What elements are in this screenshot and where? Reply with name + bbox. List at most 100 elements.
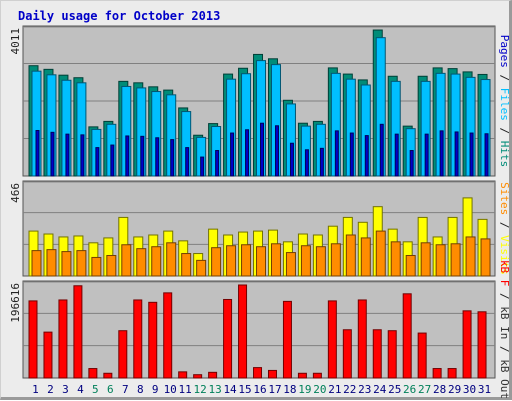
x-tick-label: 24 — [373, 383, 387, 396]
bar-kb-f — [447, 368, 457, 379]
bar-kb-f — [223, 298, 233, 379]
legend-entry: kB F — [498, 260, 511, 287]
bar-sites — [196, 259, 207, 277]
x-tick-label: 11 — [179, 383, 192, 396]
bar-sites — [420, 242, 431, 277]
bar-sites — [91, 256, 102, 277]
legend-entry: Sites — [498, 182, 511, 215]
x-tick-label: 19 — [298, 383, 311, 396]
bar-sites — [300, 245, 311, 277]
bar-sites — [285, 252, 296, 277]
bar-sites — [390, 241, 401, 277]
right-legend-label: kB F / kB In / kB Out — [498, 260, 511, 399]
bar-sites — [330, 243, 341, 277]
x-tick-label: 26 — [403, 383, 416, 396]
bar-kb-f — [387, 330, 397, 379]
x-tick-label: 2 — [47, 383, 54, 396]
bar-sites — [46, 249, 57, 277]
bar-sites — [61, 251, 72, 277]
x-tick-label: 10 — [164, 383, 177, 396]
bar-pages — [50, 131, 55, 177]
legend-separator: / — [498, 215, 511, 235]
bar-kb-f — [462, 310, 472, 379]
bar-pages — [35, 130, 40, 177]
bar-pages — [484, 133, 489, 177]
x-tick-label: 4 — [77, 383, 84, 396]
bar-sites — [360, 237, 371, 277]
legend-entry: Visits — [498, 235, 511, 275]
bar-kb-f — [133, 299, 143, 379]
bar-sites — [136, 248, 147, 277]
bar-pages — [80, 134, 85, 177]
bar-kb-f — [208, 371, 218, 379]
bar-sites — [375, 230, 386, 277]
bar-sites — [121, 244, 132, 277]
bar-kb-f — [312, 372, 322, 379]
right-legend-label: Sites / Visits — [498, 182, 511, 275]
bar-pages — [65, 133, 70, 177]
y-max-label: 196616 — [9, 283, 22, 323]
x-tick-label: 6 — [107, 383, 114, 396]
bar-pages — [394, 133, 399, 177]
bar-pages — [200, 156, 205, 177]
bar-sites — [211, 247, 222, 277]
bar-kb-f — [297, 372, 307, 379]
bar-pages — [230, 132, 235, 177]
bar-sites — [31, 250, 42, 277]
y-max-label: 466 — [9, 183, 22, 203]
x-tick-label: 30 — [463, 383, 476, 396]
bar-sites — [315, 246, 326, 277]
bar-pages — [110, 144, 115, 177]
bar-pages — [95, 147, 100, 177]
x-tick-label: 5 — [92, 383, 99, 396]
bar-sites — [465, 236, 476, 277]
bar-pages — [349, 132, 354, 177]
panel-background — [22, 280, 496, 379]
x-tick-label: 13 — [208, 383, 221, 396]
bar-kb-f — [193, 374, 203, 379]
x-tick-label: 23 — [358, 383, 371, 396]
bar-kb-f — [148, 301, 158, 379]
legend-entry: Pages — [498, 35, 511, 68]
x-tick-label: 14 — [223, 383, 237, 396]
bar-pages — [125, 135, 130, 177]
x-tick-label: 18 — [283, 383, 296, 396]
legend-separator: / — [498, 286, 511, 306]
bar-pages — [409, 150, 414, 177]
legend-entry: kB In — [498, 306, 511, 339]
x-tick-label: 31 — [478, 383, 491, 396]
bar-pages — [424, 133, 429, 177]
x-tick-label: 29 — [448, 383, 461, 396]
bar-pages — [215, 150, 220, 177]
x-tick-label: 27 — [418, 383, 431, 396]
bar-kb-f — [103, 372, 113, 379]
legend-entry: Hits — [498, 141, 511, 168]
bar-pages — [304, 149, 309, 177]
bar-pages — [379, 123, 384, 177]
bar-pages — [439, 130, 444, 177]
bar-sites — [405, 254, 416, 277]
bar-sites — [151, 246, 162, 277]
bar-kb-f — [58, 299, 68, 379]
bar-kb-f — [342, 329, 352, 379]
bar-kb-f — [73, 285, 83, 379]
x-tick-label: 17 — [268, 383, 281, 396]
bar-pages — [454, 131, 459, 177]
bar-sites — [345, 234, 356, 277]
bar-kb-f — [238, 284, 248, 379]
bar-kb-f — [357, 299, 367, 379]
legend-entry: Files — [498, 88, 511, 121]
legend-separator: / — [498, 121, 511, 141]
bar-pages — [334, 130, 339, 177]
bar-pages — [260, 122, 265, 177]
x-tick-label: 25 — [388, 383, 401, 396]
bar-kb-f — [88, 368, 98, 379]
x-tick-label: 22 — [343, 383, 356, 396]
bar-pages — [170, 139, 175, 177]
bar-kb-f — [253, 367, 263, 379]
x-tick-label: 16 — [253, 383, 266, 396]
bar-kb-f — [327, 300, 337, 379]
x-tick-label: 21 — [328, 383, 341, 396]
bar-kb-f — [267, 369, 277, 379]
